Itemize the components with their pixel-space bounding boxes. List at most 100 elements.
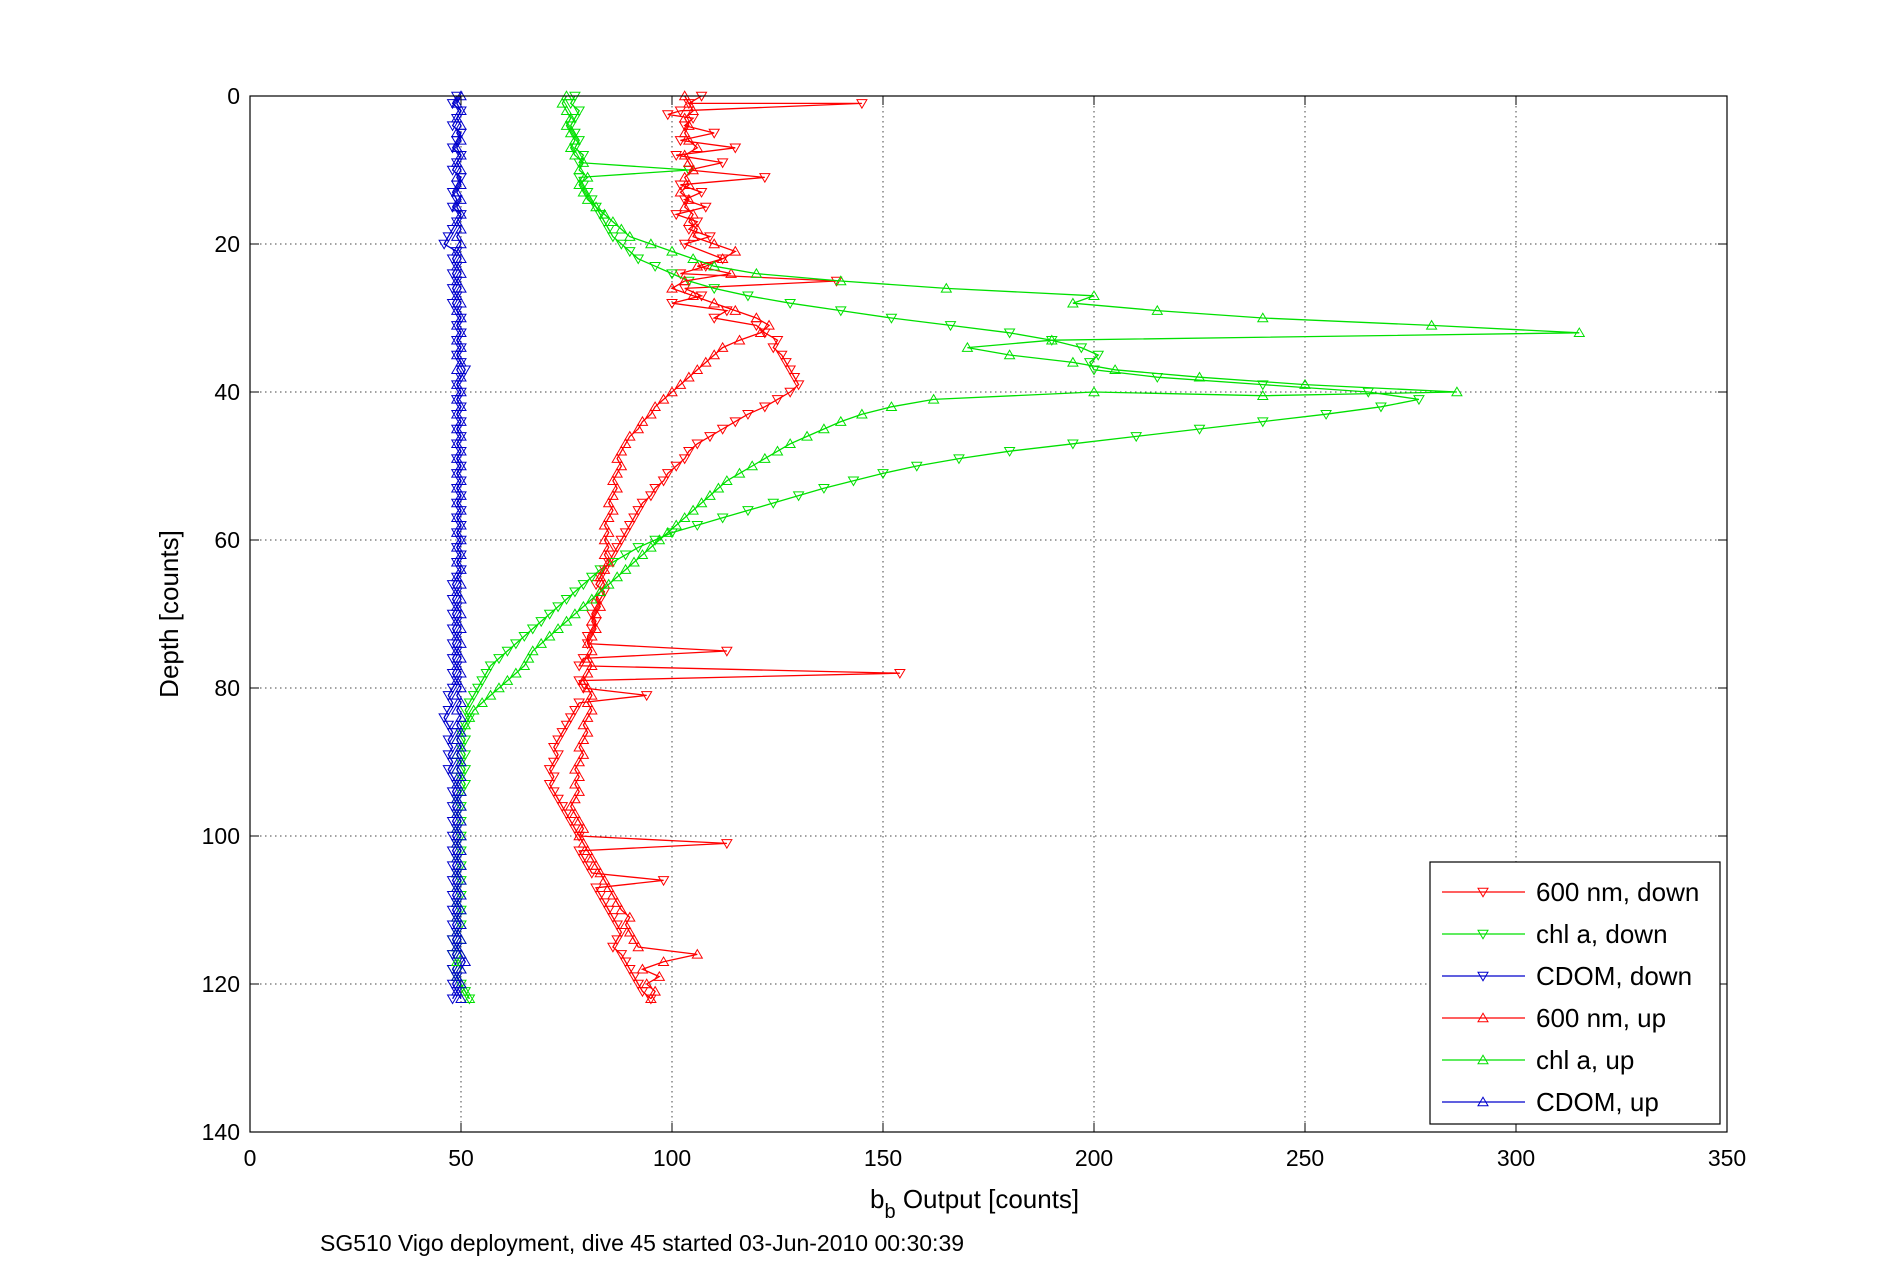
data-point: [691, 439, 704, 450]
data-point: [552, 750, 564, 761]
data-point: [450, 734, 463, 745]
data-point: [455, 341, 467, 352]
x-axis-label-subscript: b: [884, 1201, 895, 1223]
data-point: [636, 549, 649, 560]
legend-label: 600 nm, up: [1536, 1003, 1666, 1033]
data-point: [687, 208, 699, 219]
legend-label: chl a, down: [1536, 919, 1668, 949]
data-point: [573, 741, 586, 752]
x-tick-label: 250: [1286, 1145, 1324, 1171]
data-point: [450, 245, 463, 256]
data-point: [619, 550, 632, 561]
data-point: [442, 232, 455, 243]
data-point: [699, 356, 712, 367]
data-point: [594, 890, 607, 901]
data-point: [455, 327, 467, 338]
data-point: [594, 586, 607, 597]
data-point: [450, 127, 463, 138]
data-point: [450, 556, 463, 567]
data-point: [687, 504, 699, 515]
data-point: [619, 438, 632, 449]
data-point: [450, 763, 463, 774]
data-point: [691, 260, 704, 271]
data-point: [877, 469, 889, 480]
data-point: [771, 335, 784, 346]
data-point: [450, 142, 463, 153]
series-600-nm-up: [564, 90, 775, 1004]
data-point: [657, 393, 670, 404]
data-point: [463, 993, 476, 1004]
data-point: [590, 623, 602, 634]
data-point: [771, 395, 784, 406]
data-point: [547, 742, 560, 753]
data-point: [733, 467, 746, 478]
data-point: [450, 956, 463, 967]
data-point: [628, 972, 640, 983]
data-point: [442, 705, 455, 716]
data-point: [450, 230, 463, 241]
data-point: [607, 216, 619, 227]
data-point: [455, 623, 467, 634]
data-point: [704, 489, 716, 500]
data-point: [716, 424, 729, 435]
data-point: [446, 143, 459, 154]
data-point: [484, 661, 497, 672]
data-point: [450, 645, 463, 656]
data-point: [455, 430, 467, 441]
data-point: [678, 454, 691, 465]
data-point: [585, 593, 598, 604]
data-point: [598, 874, 611, 885]
x-axis-label-main: b: [870, 1184, 884, 1214]
data-point: [628, 556, 640, 567]
data-point: [767, 498, 780, 509]
data-point: [564, 142, 577, 153]
data-point: [450, 674, 463, 685]
data-point: [615, 535, 628, 546]
data-point: [678, 112, 691, 123]
data-point: [834, 275, 847, 286]
data-point: [1088, 386, 1100, 397]
data-point: [581, 171, 594, 182]
data-point: [590, 608, 602, 619]
x-axis-label-rest: Output [counts]: [896, 1184, 1080, 1214]
data-point: [775, 350, 788, 361]
data-point: [885, 401, 898, 412]
data-point: [670, 519, 683, 530]
data-point: [623, 430, 636, 441]
data-point: [450, 186, 463, 197]
data-point: [623, 230, 636, 241]
data-point: [455, 489, 467, 500]
data-point: [455, 371, 467, 382]
data-point: [455, 889, 467, 900]
data-point: [569, 705, 581, 716]
data-point: [716, 341, 729, 352]
legend-swatch-marker: [1477, 1054, 1489, 1065]
data-point: [455, 593, 467, 604]
data-point: [455, 978, 467, 989]
data-point: [691, 520, 704, 531]
data-point: [594, 565, 607, 576]
data-point: [632, 543, 645, 554]
data-point: [577, 748, 590, 759]
data-point: [683, 134, 695, 145]
data-point: [615, 904, 628, 915]
data-point: [442, 691, 455, 702]
data-point: [657, 476, 670, 487]
data-point: [518, 660, 531, 671]
series-cdom-up: [450, 90, 472, 1004]
data-point: [623, 520, 636, 531]
data-point: [742, 409, 754, 420]
data-point: [758, 402, 771, 413]
data-point: [573, 830, 586, 841]
data-point: [467, 704, 480, 715]
data-point: [455, 726, 467, 737]
data-point: [683, 216, 695, 227]
data-point: [602, 905, 615, 916]
data-point: [455, 815, 467, 826]
data-point: [573, 771, 586, 782]
data-point: [577, 156, 590, 167]
data-point: [611, 935, 624, 946]
data-point: [1256, 389, 1269, 400]
data-point: [438, 239, 450, 250]
data-point: [632, 254, 645, 265]
